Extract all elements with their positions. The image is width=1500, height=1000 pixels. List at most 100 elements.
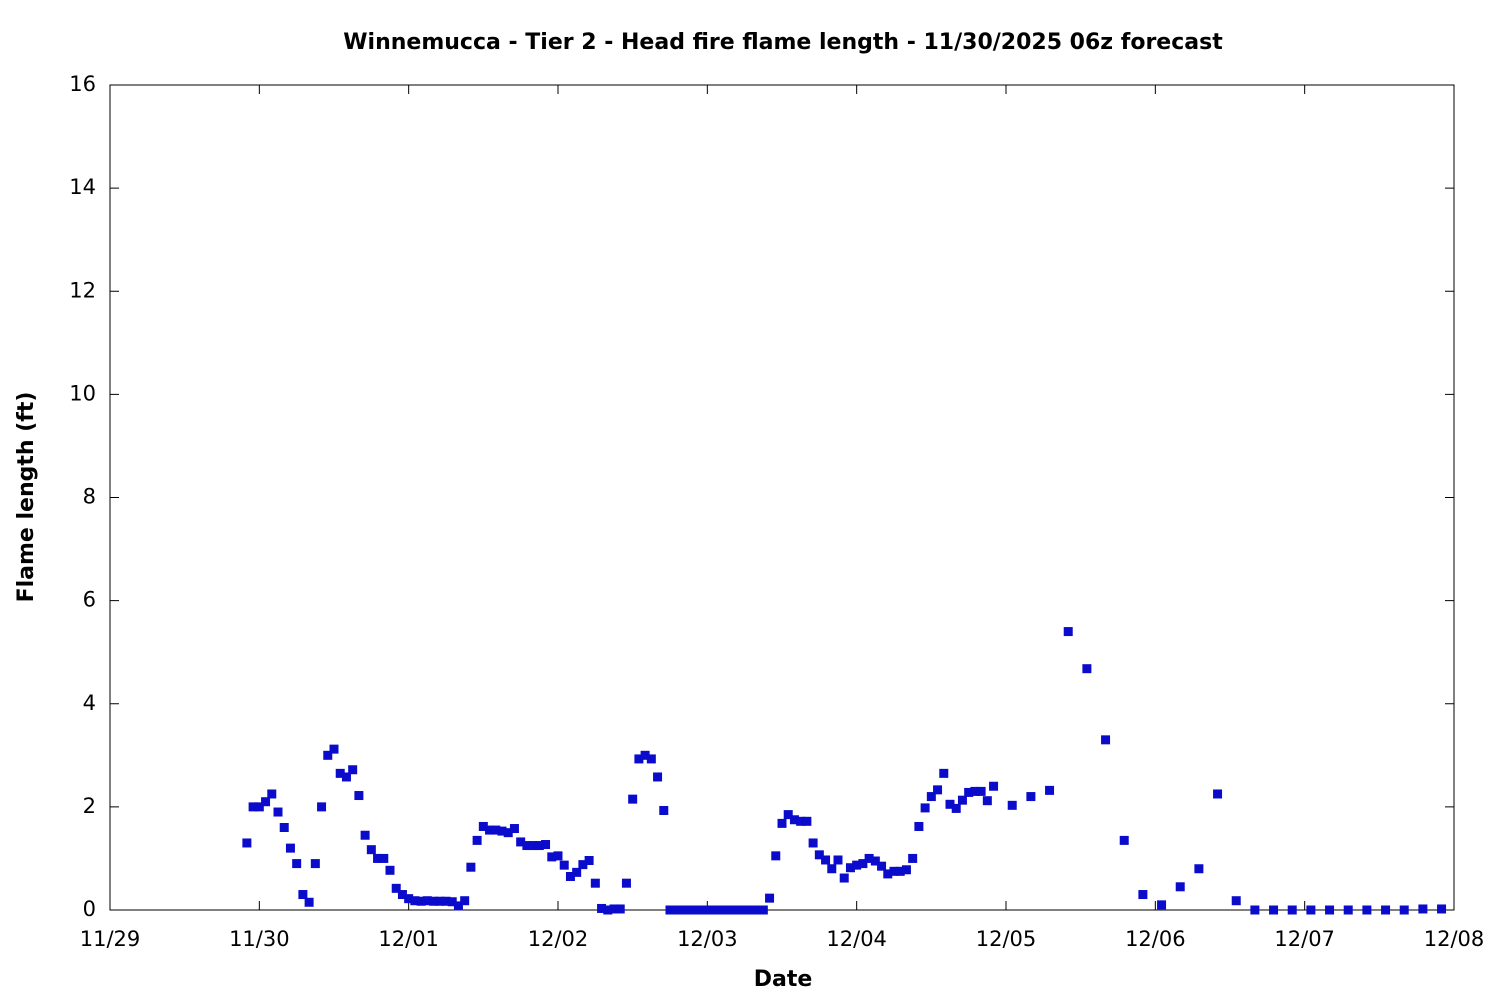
y-tick-label: 14: [69, 175, 96, 199]
data-point: [852, 860, 862, 870]
data-point: [292, 859, 302, 869]
data-point: [690, 905, 700, 915]
data-point: [248, 802, 258, 812]
data-point: [509, 824, 519, 834]
data-point: [989, 781, 999, 791]
data-point: [441, 896, 451, 906]
data-point: [933, 785, 943, 795]
data-point: [559, 860, 569, 870]
data-point: [310, 859, 320, 869]
data-point: [534, 841, 544, 851]
data-point: [285, 843, 295, 853]
x-tick-label: 12/07: [1274, 927, 1335, 951]
data-point: [242, 838, 252, 848]
data-point: [746, 905, 756, 915]
data-point: [671, 905, 681, 915]
data-point: [821, 855, 831, 865]
data-point: [447, 897, 457, 907]
data-point: [758, 905, 768, 915]
data-point: [957, 795, 967, 805]
data-point: [478, 821, 488, 831]
y-tick-label: 10: [69, 381, 96, 405]
y-tick-label: 4: [83, 691, 96, 715]
data-point: [628, 794, 638, 804]
data-point: [789, 815, 799, 825]
x-tick-label: 12/05: [976, 927, 1037, 951]
data-point: [584, 856, 594, 865]
data-point: [385, 865, 395, 875]
data-point: [267, 789, 277, 799]
data-point: [783, 810, 793, 820]
data-point: [640, 750, 650, 760]
data-point: [460, 896, 470, 906]
data-point: [771, 851, 781, 861]
data-point: [466, 862, 476, 872]
data-point: [1026, 792, 1036, 802]
data-point: [777, 818, 787, 828]
data-point: [1231, 896, 1241, 906]
data-point: [1045, 785, 1055, 795]
data-point: [827, 864, 837, 874]
data-point: [341, 772, 351, 782]
data-point: [379, 853, 389, 863]
data-point: [970, 786, 980, 796]
data-point: [485, 825, 495, 835]
data-point: [621, 878, 631, 888]
chart-title: Winnemucca - Tier 2 - Head fire flame le…: [343, 30, 1223, 55]
data-point: [1250, 905, 1260, 915]
data-point: [677, 905, 687, 915]
x-tick-label: 12/01: [378, 927, 439, 951]
data-point: [1362, 905, 1372, 915]
data-point: [1119, 835, 1129, 845]
data-point: [939, 768, 949, 778]
data-point: [926, 792, 936, 802]
data-point: [808, 838, 818, 848]
data-point: [951, 803, 961, 813]
data-point: [1418, 904, 1428, 914]
data-point: [317, 802, 327, 812]
data-point: [721, 905, 731, 915]
data-point: [727, 905, 737, 915]
data-point: [273, 807, 283, 817]
data-point: [833, 855, 843, 865]
x-tick-label: 12/02: [528, 927, 589, 951]
data-point: [920, 803, 930, 813]
data-point: [653, 772, 663, 782]
data-point: [373, 853, 383, 863]
data-point: [908, 853, 918, 863]
data-point: [858, 859, 868, 869]
data-point: [422, 896, 432, 906]
data-point: [696, 905, 706, 915]
data-point: [1287, 905, 1297, 915]
data-point: [709, 905, 719, 915]
x-tick-label: 11/29: [80, 927, 141, 951]
data-point: [945, 799, 955, 809]
data-point: [323, 750, 333, 760]
data-point: [1175, 882, 1185, 892]
y-tick-label: 12: [69, 278, 96, 302]
data-point: [404, 894, 414, 904]
data-point: [472, 835, 482, 845]
data-point: [491, 825, 501, 835]
data-point: [646, 754, 656, 764]
data-point: [410, 896, 420, 906]
data-point: [453, 901, 463, 911]
data-point: [702, 905, 712, 915]
y-axis-label: Flame length (ft): [14, 392, 39, 603]
data-point: [1138, 890, 1148, 900]
data-point: [864, 853, 874, 863]
data-point: [883, 869, 893, 879]
data-point: [895, 866, 905, 876]
data-point: [715, 905, 725, 915]
data-point: [609, 904, 619, 914]
data-point: [914, 821, 924, 831]
data-point: [901, 865, 911, 875]
data-point: [572, 867, 582, 877]
data-point: [1399, 905, 1409, 915]
x-tick-label: 11/30: [229, 927, 290, 951]
data-point: [366, 845, 376, 855]
data-point: [354, 791, 364, 801]
x-tick-label: 12/06: [1125, 927, 1186, 951]
